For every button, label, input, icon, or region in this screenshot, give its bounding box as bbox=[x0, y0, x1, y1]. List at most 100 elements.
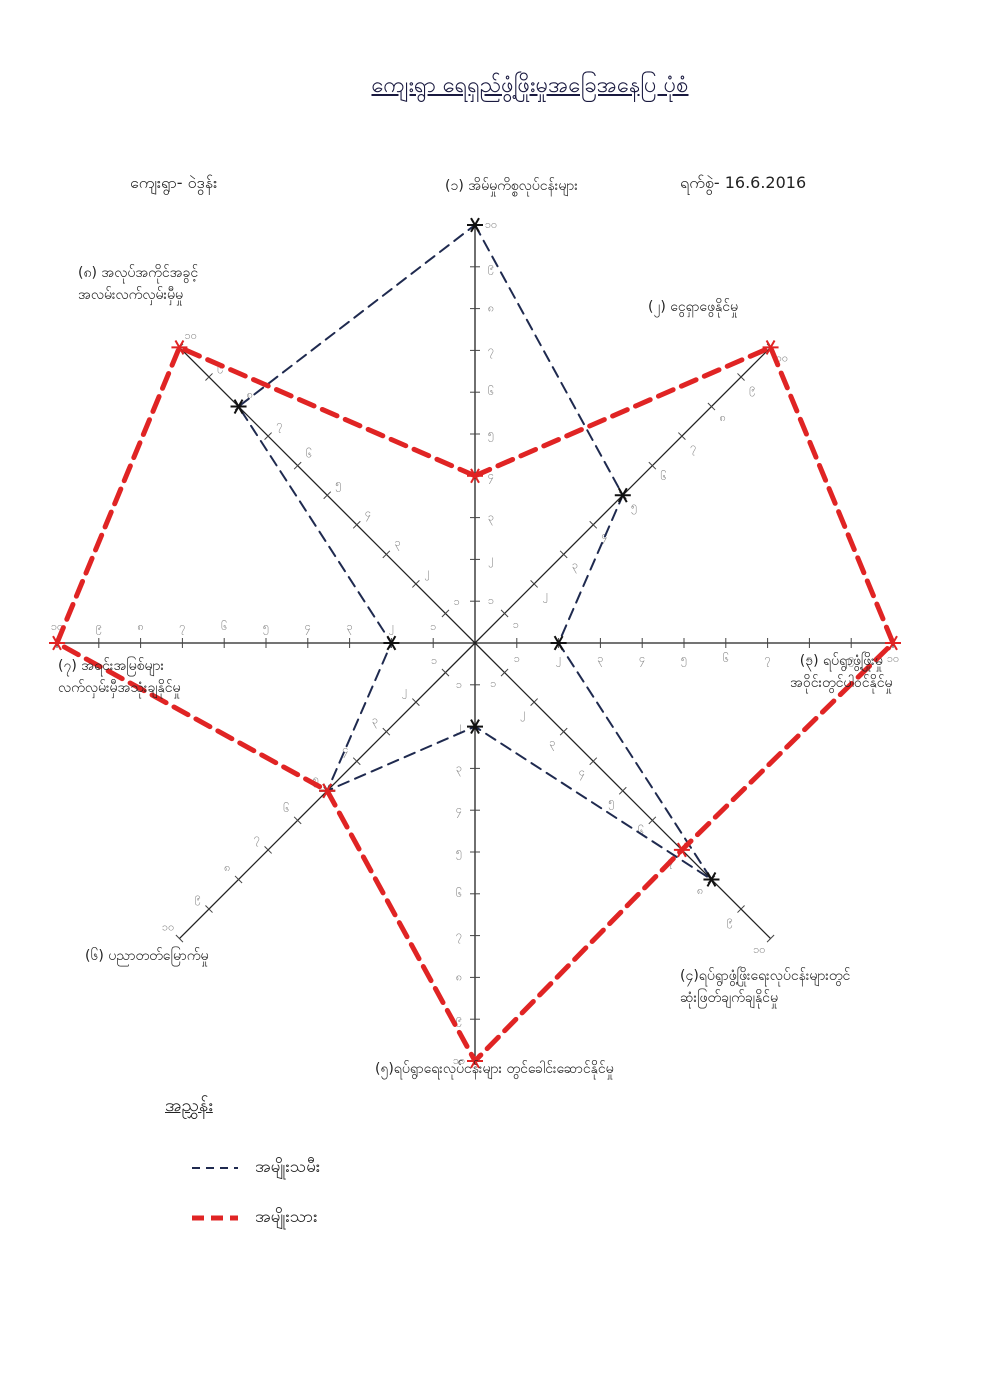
tick-label: ၇ bbox=[254, 832, 260, 847]
point-marker bbox=[762, 340, 779, 355]
tick-mark bbox=[559, 550, 568, 559]
point-marker bbox=[467, 719, 483, 735]
axis-label: (၆) ပညာတတ်မြောက်မှု bbox=[85, 948, 209, 964]
tick-mark bbox=[707, 402, 716, 411]
tick-label: ၁ bbox=[431, 654, 437, 667]
tick-label: ၆ bbox=[488, 385, 494, 398]
marker-stroke bbox=[617, 487, 628, 503]
point-marker bbox=[467, 468, 483, 484]
tick-label: ၅ bbox=[681, 652, 687, 667]
point-marker bbox=[467, 1053, 483, 1069]
tick-mark bbox=[352, 520, 361, 529]
tick-label: ၅ bbox=[631, 500, 637, 515]
tick-label: ၃ bbox=[488, 511, 494, 526]
point-marker bbox=[230, 399, 247, 414]
tick-mark bbox=[293, 461, 302, 470]
tick-label: ၁၀ bbox=[887, 652, 899, 665]
tick-label: ၉ bbox=[848, 652, 854, 667]
tick-label: ၆ bbox=[723, 652, 729, 665]
tick-label: ၁ bbox=[513, 618, 519, 631]
tick-mark bbox=[323, 491, 332, 500]
tick-mark bbox=[648, 461, 657, 470]
point-marker bbox=[885, 635, 901, 651]
tick-label: ၇ bbox=[276, 418, 282, 433]
marker-stroke bbox=[470, 468, 480, 484]
tick-label: ၄ bbox=[456, 803, 462, 818]
tick-label: ၈ bbox=[247, 388, 253, 401]
tick-mark bbox=[293, 816, 302, 825]
point-marker bbox=[49, 635, 65, 651]
tick-mark bbox=[589, 757, 598, 766]
point-marker bbox=[673, 842, 690, 858]
point-marker bbox=[319, 783, 336, 799]
marker-stroke bbox=[470, 1053, 480, 1069]
legend-label: အမျိုးသမီး bbox=[255, 1157, 321, 1177]
tick-mark bbox=[264, 432, 272, 440]
tick-label: ၇ bbox=[456, 929, 462, 944]
tick-mark bbox=[678, 432, 686, 440]
tick-label: ၅ bbox=[335, 477, 341, 492]
tick-label: ၁ bbox=[514, 652, 520, 665]
tick-label: ၅ bbox=[263, 620, 269, 635]
marker-stroke bbox=[52, 635, 62, 651]
tick-label: ၁၀ bbox=[162, 920, 174, 933]
tick-label: ၂ bbox=[389, 620, 394, 635]
tick-label: ၁ bbox=[454, 595, 460, 608]
tick-label: ၉ bbox=[727, 913, 733, 928]
tick-label: ၈ bbox=[806, 652, 812, 665]
tick-label: ၁၀ bbox=[453, 1054, 465, 1067]
tick-label: ၆ bbox=[283, 802, 289, 815]
tick-label: ၇ bbox=[765, 652, 771, 667]
point-marker bbox=[703, 872, 720, 887]
point-marker bbox=[467, 217, 483, 233]
tick-label: ၃ bbox=[549, 736, 555, 751]
tick-label: ၁ bbox=[456, 678, 462, 691]
tick-label: ၄ bbox=[305, 620, 311, 635]
tick-mark bbox=[205, 373, 213, 381]
tick-label: ၁ bbox=[488, 594, 494, 607]
tick-label: ၂ bbox=[556, 652, 561, 667]
marker-stroke bbox=[677, 842, 687, 858]
tick-label: ၇ bbox=[690, 440, 696, 455]
marker-stroke bbox=[386, 635, 397, 651]
tick-label: ၈ bbox=[456, 970, 462, 983]
tick-label: ၁ bbox=[490, 677, 496, 690]
chart-title: ကျေးရွာ ရေရှည်ဖွံ့ဖြိုးမှုအခြေအနေပြ ပုံစ… bbox=[371, 73, 689, 98]
tick-mark bbox=[175, 934, 184, 943]
marker-stroke bbox=[553, 635, 564, 651]
tick-mark bbox=[264, 846, 272, 854]
tick-mark bbox=[500, 668, 509, 677]
marker-stroke bbox=[888, 635, 898, 651]
axis-label: (၄)ရပ်ရွာဖွံ့ဖြိုးရေးလုပ်ငန်းများတွင် ဆု… bbox=[680, 968, 851, 1006]
tick-label: ၈ bbox=[720, 411, 726, 424]
marker-stroke bbox=[706, 872, 717, 887]
point-marker bbox=[383, 635, 400, 651]
tick-mark bbox=[500, 609, 509, 618]
tick-label: ၁၀ bbox=[185, 329, 197, 342]
tick-mark bbox=[530, 698, 539, 707]
marker-stroke bbox=[233, 399, 244, 414]
tick-mark bbox=[411, 698, 420, 707]
tick-label: ၅ bbox=[456, 845, 462, 860]
tick-mark bbox=[618, 786, 627, 795]
axis-label: (၇) အရင်းအမြစ်များ လက်လှမ်းမှီအသုံးချနို… bbox=[58, 658, 181, 696]
tick-mark bbox=[411, 579, 420, 588]
tick-label: ၅ bbox=[488, 427, 494, 442]
point-marker bbox=[614, 487, 631, 503]
tick-mark bbox=[530, 579, 539, 588]
tick-label: ၄ bbox=[365, 506, 371, 521]
tick-mark bbox=[234, 875, 243, 884]
tick-mark bbox=[382, 727, 391, 736]
tick-label: ၁၀ bbox=[753, 943, 765, 956]
tick-label: ၉ bbox=[456, 1012, 462, 1027]
tick-label: ၆ bbox=[661, 470, 667, 483]
tick-label: ၄ bbox=[488, 469, 494, 484]
marker-stroke bbox=[174, 340, 185, 355]
tick-label: ၈ bbox=[697, 884, 703, 897]
tick-mark bbox=[559, 727, 568, 736]
tick-label: ၃ bbox=[597, 652, 603, 667]
tick-label: ၈ bbox=[488, 302, 494, 315]
axis-label: (၅)ရပ်ရွာရေးလုပ်ငန်းများ တွင်ခေါင်းဆောင်… bbox=[375, 1061, 614, 1077]
